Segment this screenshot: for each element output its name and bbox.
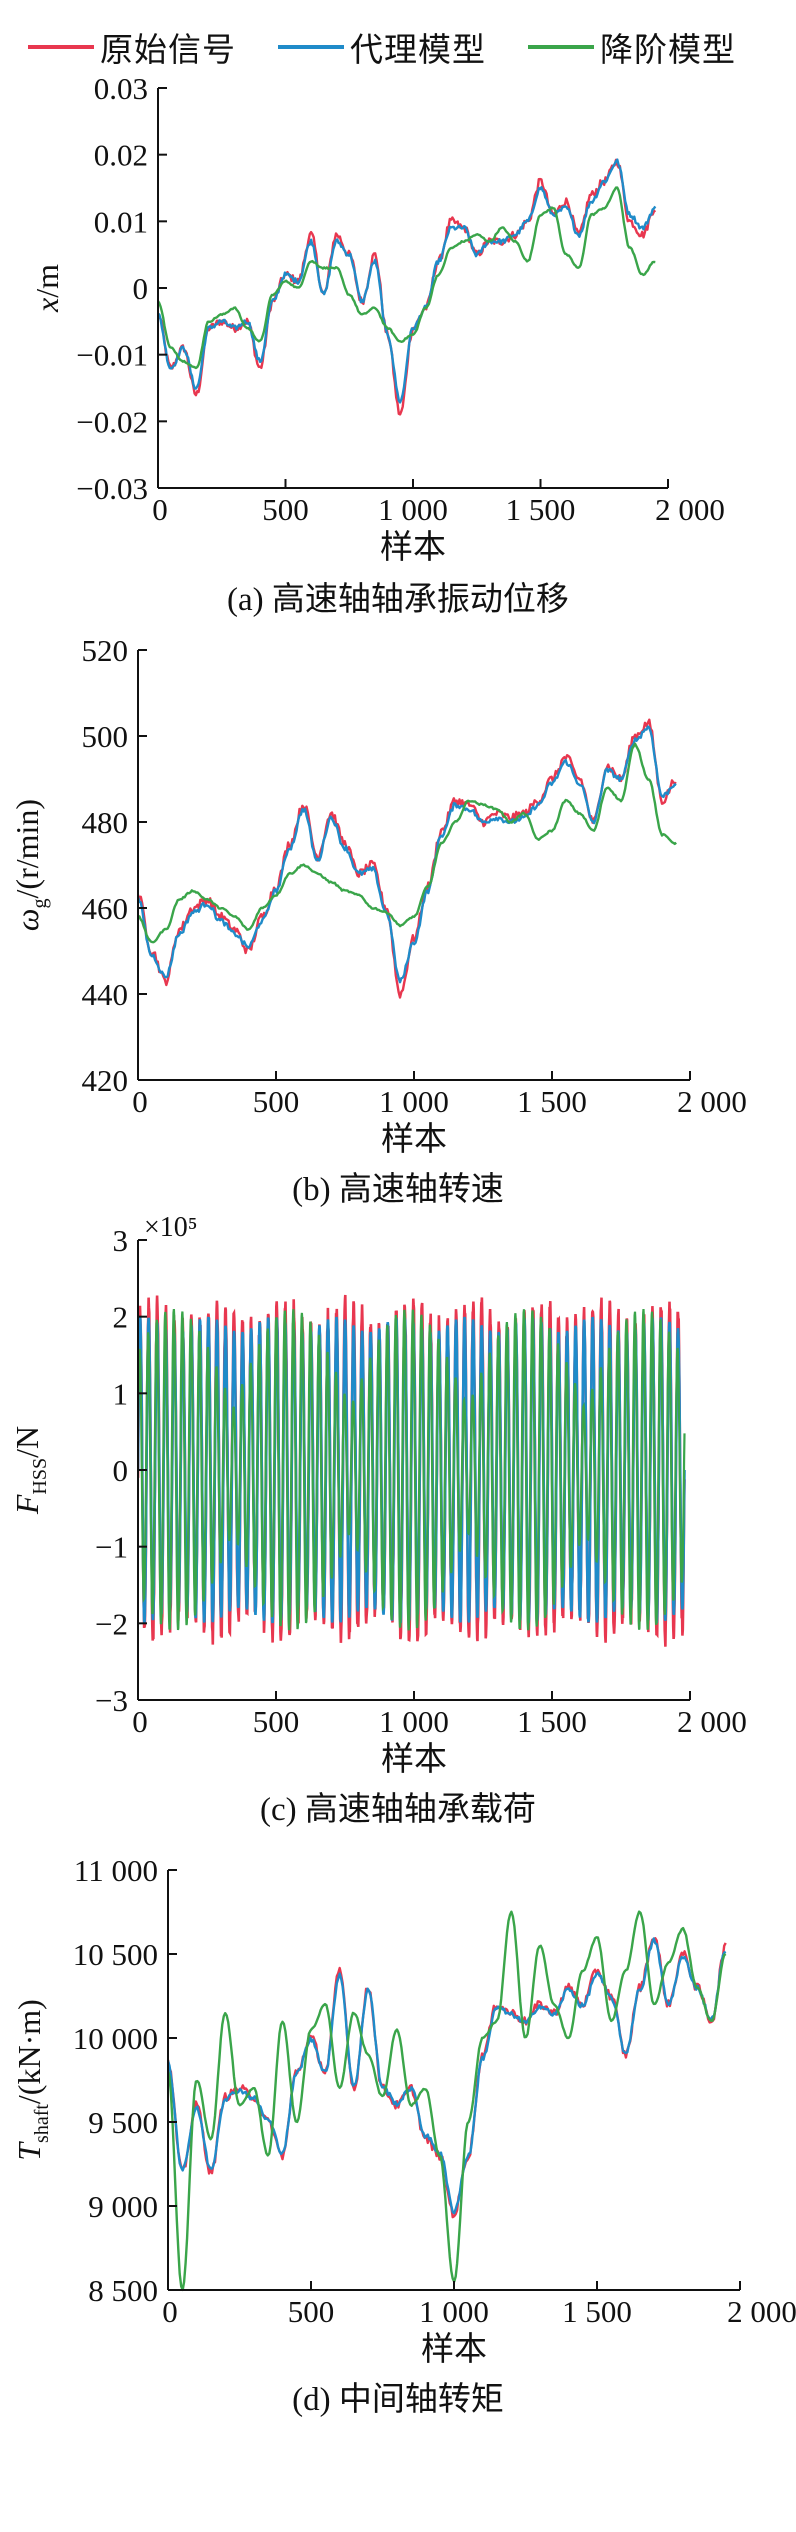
x-tick-label: 1 000 bbox=[379, 1704, 449, 1739]
chart-2: 420 440 460 480 500 520 0 500 1 000 1 500 2 000 样本 ω… bbox=[9, 633, 747, 1208]
chart-3: −3 −2 −1 0 1 2 3 0 500 1 000 1 500 2 000 ×10⁵ 样本 FHSS/… bbox=[9, 1212, 747, 1828]
legend-swatch-proxy bbox=[278, 45, 344, 49]
y-axis-label: x/m bbox=[29, 264, 65, 313]
y-tick-label: 0.03 bbox=[94, 71, 148, 106]
x-axis-label: 样本 bbox=[421, 2331, 487, 2368]
y-tick-label: 10 000 bbox=[73, 2021, 158, 2056]
x-tick-label: 1 000 bbox=[379, 1084, 449, 1119]
y-tick-label: 9 000 bbox=[88, 2189, 158, 2224]
legend-swatch-raw bbox=[28, 45, 94, 49]
legend-label-reduced: 降阶模型 bbox=[600, 30, 736, 69]
y-tick-label: −0.03 bbox=[76, 471, 148, 506]
x-tick-label: 1 000 bbox=[419, 2294, 489, 2329]
y-tick-label: 480 bbox=[82, 805, 129, 840]
x-axis-label: 样本 bbox=[381, 1741, 447, 1778]
series-reduced-line bbox=[168, 1910, 727, 2292]
y-tick-label: 3 bbox=[113, 1223, 129, 1258]
y-tick-label: −1 bbox=[95, 1530, 128, 1565]
x-tick-label: 0 bbox=[132, 1704, 148, 1739]
y-tick-label: 11 000 bbox=[74, 1853, 158, 1888]
series-proxy-line bbox=[168, 1937, 727, 2215]
legend-label-raw: 原始信号 bbox=[100, 30, 236, 69]
y-axis-label: FHSS/N bbox=[9, 1426, 51, 1515]
series-reduced-line bbox=[158, 186, 656, 370]
y-tick-label: 0 bbox=[133, 271, 149, 306]
x-tick-label: 1 500 bbox=[517, 1704, 587, 1739]
series-group bbox=[158, 158, 657, 416]
x-tick-label: 1 500 bbox=[506, 492, 576, 527]
x-axis-label: 样本 bbox=[380, 529, 446, 566]
legend-swatch-reduced bbox=[528, 45, 594, 49]
x-axis-label: 样本 bbox=[381, 1121, 447, 1158]
axis-exponent: ×10⁵ bbox=[144, 1212, 198, 1243]
y-tick-label: 0.02 bbox=[94, 138, 148, 173]
x-tick-label: 0 bbox=[152, 492, 168, 527]
x-tick-label: 2 000 bbox=[677, 1084, 747, 1119]
x-tick-label: 0 bbox=[132, 1084, 148, 1119]
chart-caption: (a) 高速轴轴承振动位移 bbox=[227, 581, 569, 618]
x-tick-label: 500 bbox=[288, 2294, 335, 2329]
series-reduced-line bbox=[138, 1308, 686, 1631]
legend-item-reduced: 降阶模型 bbox=[528, 22, 736, 72]
legend-item-raw: 原始信号 bbox=[28, 22, 236, 72]
x-tick-label: 1 500 bbox=[517, 1084, 587, 1119]
y-tick-label: 1 bbox=[113, 1376, 129, 1411]
y-tick-label: −0.02 bbox=[76, 404, 148, 439]
y-tick-label: 500 bbox=[82, 719, 129, 754]
series-group bbox=[168, 1910, 727, 2292]
y-tick-label: 2 bbox=[113, 1300, 129, 1335]
y-tick-label: 10 500 bbox=[73, 1937, 158, 1972]
y-axis-label: Tshaft/(kN·m) bbox=[11, 1999, 53, 2161]
y-tick-label: 0 bbox=[113, 1453, 129, 1488]
x-tick-label: 1 500 bbox=[562, 2294, 632, 2329]
series-raw-line bbox=[138, 718, 677, 999]
y-axis-label: ωg/(r/min) bbox=[9, 799, 51, 931]
legend: 原始信号 代理模型 降阶模型 bbox=[0, 22, 796, 72]
series-proxy-line bbox=[138, 725, 677, 984]
x-tick-label: 500 bbox=[262, 492, 309, 527]
series-reduced-line bbox=[138, 742, 677, 944]
legend-label-proxy: 代理模型 bbox=[350, 30, 486, 69]
x-tick-label: 1 000 bbox=[378, 492, 448, 527]
y-tick-label: 420 bbox=[82, 1063, 129, 1098]
x-tick-label: 500 bbox=[253, 1704, 300, 1739]
chart-1: −0.03 −0.02 −0.01 0 0.01 0.02 0.03 0 500 1 000 1 5… bbox=[29, 71, 725, 618]
y-tick-label: 8 500 bbox=[88, 2273, 158, 2308]
chart-caption: (c) 高速轴轴承载荷 bbox=[260, 1791, 536, 1828]
y-tick-label: 440 bbox=[82, 977, 129, 1012]
x-tick-label: 0 bbox=[162, 2294, 178, 2329]
x-tick-label: 2 000 bbox=[655, 492, 725, 527]
chart-caption: (b) 高速轴转速 bbox=[292, 1171, 504, 1208]
series-proxy-line bbox=[158, 158, 657, 404]
series-group bbox=[138, 718, 677, 999]
y-tick-label: −0.01 bbox=[76, 338, 148, 373]
legend-item-proxy: 代理模型 bbox=[278, 22, 486, 72]
y-tick-label: −2 bbox=[95, 1606, 128, 1641]
y-tick-label: 460 bbox=[82, 891, 129, 926]
y-tick-label: 0.01 bbox=[94, 204, 148, 239]
chart-caption: (d) 中间轴转矩 bbox=[292, 2381, 504, 2418]
x-tick-label: 500 bbox=[253, 1084, 300, 1119]
y-tick-label: −3 bbox=[95, 1683, 128, 1718]
series-raw-line bbox=[158, 158, 657, 416]
x-tick-label: 2 000 bbox=[727, 2294, 796, 2329]
series-group bbox=[138, 1294, 686, 1647]
y-tick-label: 520 bbox=[82, 633, 129, 668]
y-tick-label: 9 500 bbox=[88, 2105, 158, 2140]
chart-4: 8 500 9 000 9 500 10 000 10 500 11 000 0 500 1 0… bbox=[11, 1853, 796, 2418]
x-tick-label: 2 000 bbox=[677, 1704, 747, 1739]
